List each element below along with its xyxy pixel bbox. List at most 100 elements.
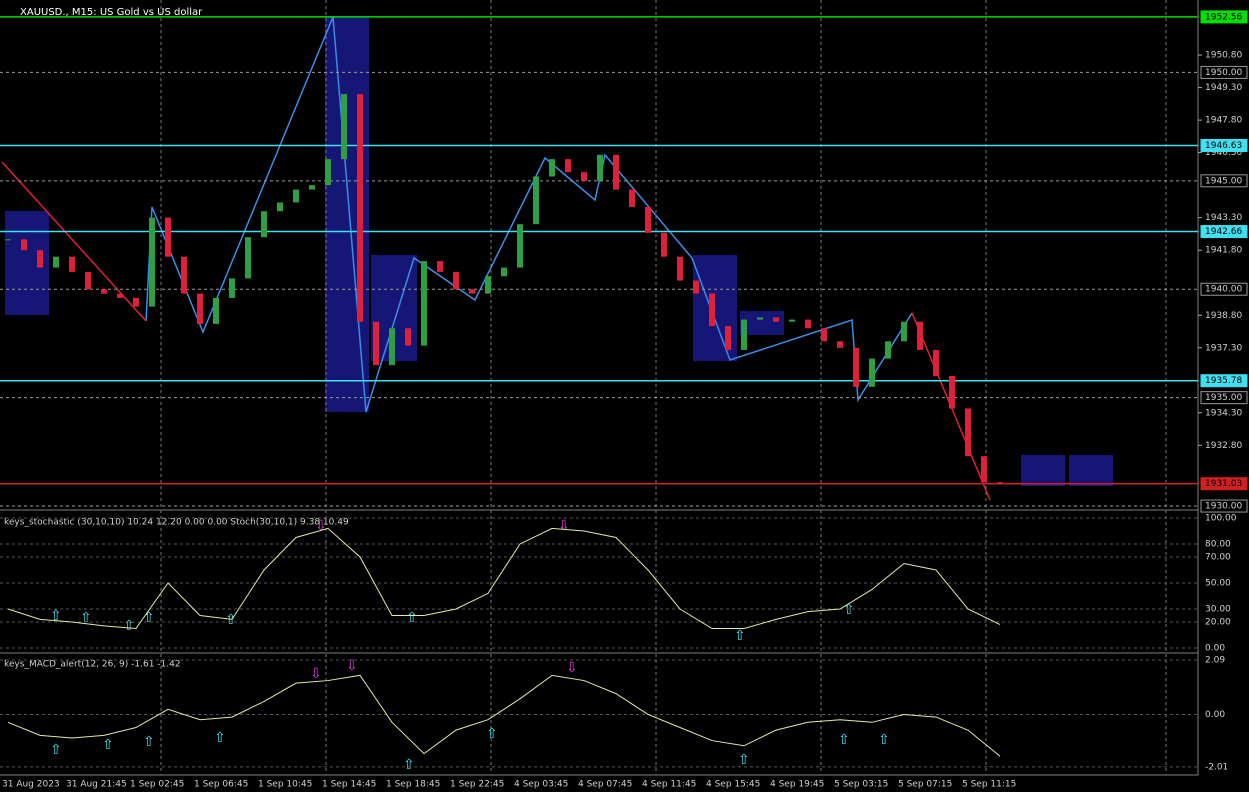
candle [261, 211, 267, 238]
candle [357, 94, 363, 322]
up-arrow: ⇧ [214, 730, 226, 746]
candle [149, 217, 155, 307]
candle [693, 280, 699, 294]
price-level-label: 1942.66 [1205, 227, 1242, 237]
candle [501, 267, 507, 277]
candle [485, 276, 491, 294]
time-label: 5 Sep 11:15 [962, 780, 1016, 790]
time-label: 1 Sep 22:45 [450, 780, 504, 790]
up-arrow: ⇧ [225, 612, 237, 628]
up-arrow: ⇧ [50, 608, 62, 624]
symbol-title: XAUUSD., M15: US Gold vs US dollar [20, 7, 203, 18]
time-label: 31 Aug 2023 [2, 780, 60, 790]
price-tick-label: 1947.80 [1205, 116, 1242, 126]
candle [117, 293, 123, 298]
candle [469, 289, 475, 294]
candle [181, 256, 187, 294]
price-tick-label: 1932.80 [1205, 441, 1242, 451]
macd-line [7, 674, 1001, 757]
candle [581, 172, 587, 181]
price-level-label: 1952.56 [1205, 12, 1242, 22]
time-label: 5 Sep 03:15 [834, 780, 888, 790]
down-arrow: ⇩ [310, 666, 322, 682]
candle [21, 239, 27, 251]
time-label: 4 Sep 03:45 [514, 780, 568, 790]
candle [677, 256, 683, 281]
time-label: 1 Sep 06:45 [194, 780, 248, 790]
candle [437, 261, 443, 272]
time-label: 4 Sep 11:45 [642, 780, 696, 790]
up-arrow: ⇧ [486, 726, 498, 742]
candle [709, 293, 715, 327]
candle [933, 349, 939, 376]
price-level-box [1200, 499, 1248, 513]
price-tick-label: 1943.30 [1205, 213, 1242, 223]
price-level-box [1200, 10, 1248, 24]
candle [53, 256, 59, 268]
candle [741, 319, 747, 350]
candle [373, 321, 379, 366]
indicator-tick-label: 0.00 [1205, 710, 1225, 720]
down-arrow: ⇩ [315, 518, 327, 534]
candle [629, 189, 635, 207]
up-arrow: ⇧ [734, 628, 746, 644]
candle [245, 237, 251, 279]
candle [757, 317, 763, 320]
candle [869, 358, 875, 387]
price-level-box [1200, 391, 1248, 405]
indicator-tick-label: 70.00 [1205, 552, 1231, 562]
candle [549, 159, 555, 177]
price-level-label: 1950.00 [1205, 68, 1242, 78]
candle [293, 189, 299, 203]
separators [0, 0, 1199, 776]
price-level-label: 1931.03 [1205, 479, 1242, 489]
candle [597, 154, 603, 181]
candle [565, 159, 571, 173]
price-tick-label: 1949.30 [1205, 83, 1242, 93]
candle [517, 224, 523, 268]
macd-label: keys_MACD_alert(12, 26, 9) -1.61 -1.42 [4, 660, 181, 670]
down-arrow: ⇩ [558, 518, 570, 534]
candle [309, 185, 315, 190]
candle [213, 297, 219, 324]
candle [5, 239, 11, 241]
price-level-box [1200, 65, 1248, 79]
time-label: 4 Sep 19:45 [770, 780, 824, 790]
price-level-label: 1930.00 [1205, 502, 1242, 512]
time-label: 4 Sep 07:45 [578, 780, 632, 790]
candle [325, 159, 331, 186]
time-label: 1 Sep 14:45 [322, 780, 376, 790]
time-label: 5 Sep 07:15 [898, 780, 952, 790]
indicator-tick-label: 80.00 [1205, 539, 1231, 549]
candle [725, 326, 731, 350]
candle [453, 271, 459, 290]
candle [85, 271, 91, 290]
candle [661, 232, 667, 257]
candle [789, 319, 795, 322]
zigzag-blue [145, 16, 913, 413]
price-level-box [1200, 225, 1248, 239]
up-arrow: ⇧ [102, 737, 114, 753]
up-arrow: ⇧ [738, 752, 750, 768]
price-tick-label: 1937.30 [1205, 343, 1242, 353]
candle [997, 482, 1003, 484]
up-arrow: ⇧ [838, 732, 850, 748]
candle [821, 328, 827, 342]
price-level-label: 1946.63 [1205, 141, 1242, 151]
candle [101, 289, 107, 294]
up-arrow: ⇧ [878, 732, 890, 748]
candle [389, 328, 395, 366]
stochastic-line [7, 527, 1001, 630]
candle [165, 217, 171, 257]
candle [277, 202, 283, 212]
time-label: 4 Sep 15:45 [706, 780, 760, 790]
price-level-box [1200, 282, 1248, 296]
candle [197, 293, 203, 324]
candle [229, 278, 235, 298]
candle [405, 328, 411, 346]
price-level-box [1200, 374, 1248, 388]
time-label: 31 Aug 21:45 [66, 780, 127, 790]
up-arrow: ⇧ [143, 734, 155, 750]
up-arrow: ⇧ [406, 610, 418, 626]
